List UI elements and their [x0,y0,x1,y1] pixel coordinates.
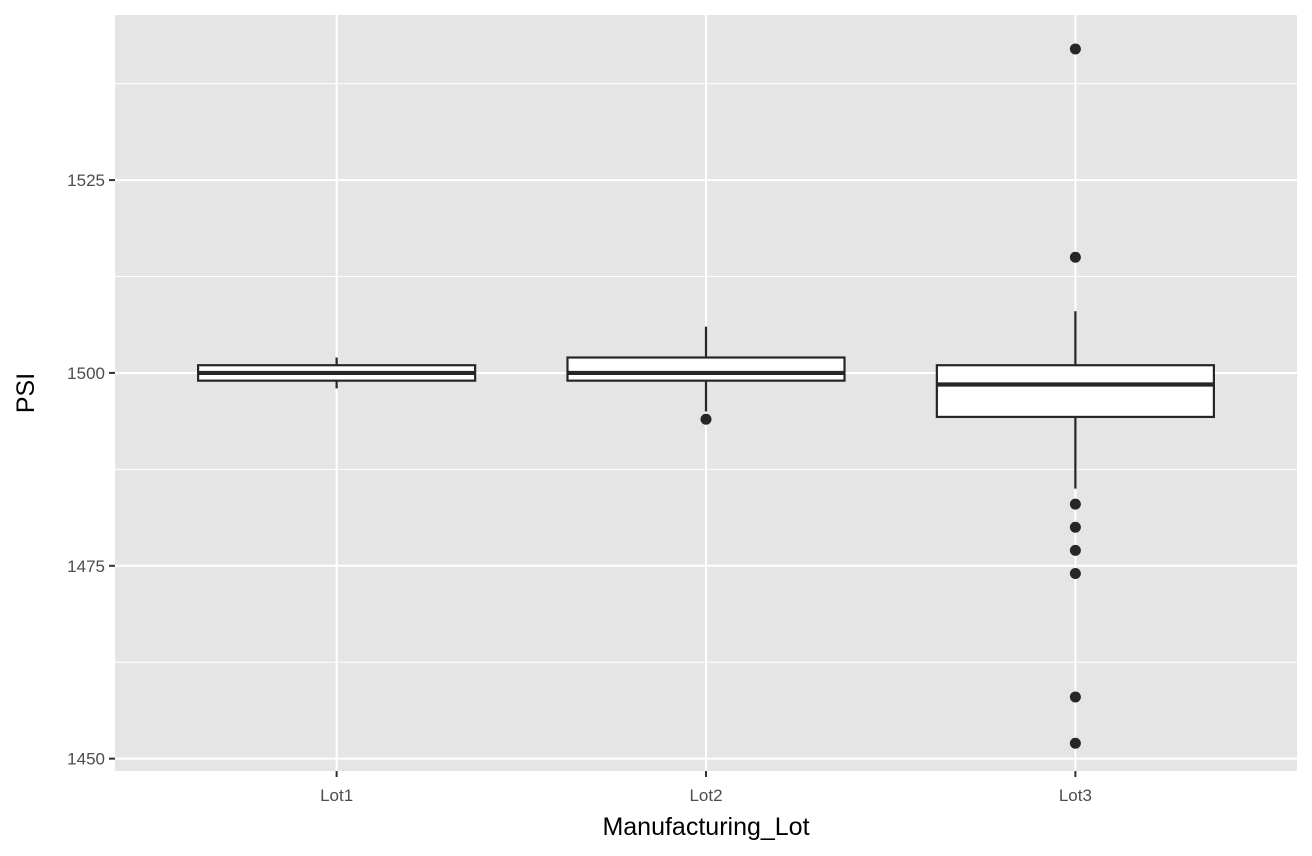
y-tick-label: 1500 [67,364,105,383]
outlier-point [700,413,712,425]
box-lot2 [566,326,846,425]
outlier-point [1069,568,1081,580]
y-tick-label: 1475 [67,557,105,576]
outlier-point [1069,521,1081,533]
outlier-point [1069,691,1081,703]
outlier-point [1069,737,1081,749]
x-tick-label: Lot2 [689,786,722,805]
box-lot1 [197,357,477,389]
y-tick-label: 1525 [67,171,105,190]
box-series [197,43,1215,749]
x-axis: Lot1 Lot2 Lot3 [320,771,1092,805]
outlier-point [1069,498,1081,510]
y-tick-label: 1450 [67,750,105,769]
box-lot3 [935,43,1215,749]
x-axis-title: Manufacturing_Lot [602,813,809,841]
y-axis: 1450 1475 1500 1525 [67,171,115,769]
outlier-point [1069,43,1081,55]
x-tick-label: Lot1 [320,786,353,805]
x-tick-label: Lot3 [1059,786,1092,805]
iqr-box [935,364,1215,419]
y-axis-title: PSI [12,373,40,413]
iqr-box [566,356,846,382]
outlier-point [1069,544,1081,556]
outlier-point [1069,251,1081,263]
